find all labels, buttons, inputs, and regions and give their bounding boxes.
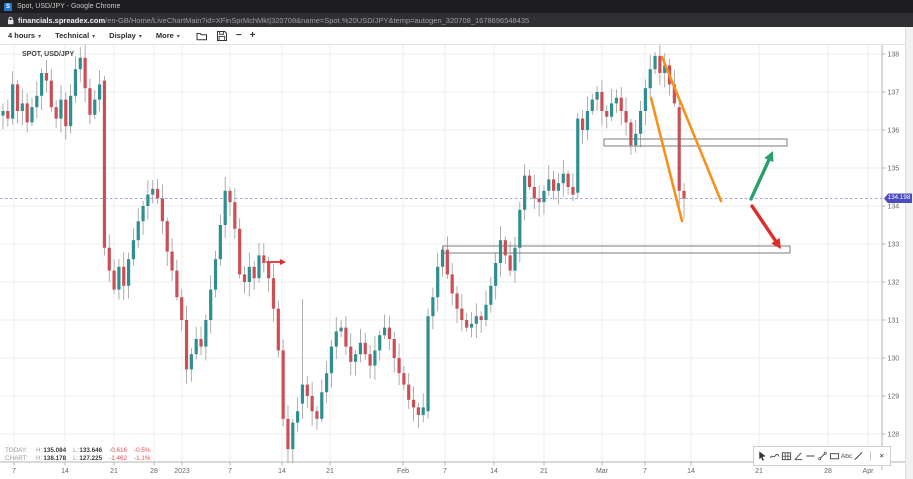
ray-icon xyxy=(854,451,863,461)
draw-tool-horizontal-line[interactable] xyxy=(805,449,816,463)
draw-tool-text[interactable]: Abc xyxy=(841,449,852,463)
svg-text:Mar: Mar xyxy=(596,468,609,475)
chart-change-pct: -1.1% xyxy=(133,454,151,462)
today-high: H:135.084 xyxy=(36,447,67,454)
menu-more[interactable]: More xyxy=(156,31,180,40)
chart-change: -1.462 xyxy=(109,454,127,462)
svg-text:130: 130 xyxy=(888,355,900,362)
menubar-icon-group: − + xyxy=(196,30,256,42)
page-scrollbar[interactable] xyxy=(905,27,913,479)
svg-text:7: 7 xyxy=(228,468,232,475)
price-axis-labels: 138 137 136 135 134 133 132 131 130 129 128 xyxy=(882,51,899,438)
zoom-out-icon[interactable]: − xyxy=(235,29,242,41)
chart-label: CHART: xyxy=(5,454,28,462)
today-label: TODAY: xyxy=(5,447,28,454)
svg-text:134: 134 xyxy=(888,203,900,210)
svg-text:129: 129 xyxy=(888,393,900,400)
arrow-up[interactable] xyxy=(749,151,774,201)
delete-icon: ✕ xyxy=(879,453,885,460)
svg-text:132: 132 xyxy=(888,279,900,286)
chart-low: L:127.225 xyxy=(73,454,103,462)
time-axis-labels: 7 14 21 28 2023 7 14 21 Feb 7 14 21 Mar 7 14 21 28 Apr xyxy=(12,462,874,475)
menu-technical[interactable]: Technical xyxy=(55,31,95,40)
svg-text:21: 21 xyxy=(110,468,118,475)
arrow-right-small[interactable] xyxy=(266,259,286,265)
cursor-icon xyxy=(759,451,766,461)
svg-text:Apr: Apr xyxy=(863,468,875,475)
angle-icon xyxy=(794,452,803,461)
current-price-badge: 134.198 xyxy=(884,193,912,204)
chart-menubar: 4 hours Technical Display More − + xyxy=(0,27,913,45)
url-text: financials.spreadex.com/en-GB/Home/LiveC… xyxy=(18,16,529,25)
chart-canvas[interactable]: 138 137 136 135 134 133 132 131 130 129 128 7 14 21 28… xyxy=(0,45,913,479)
zoom-in-icon[interactable]: + xyxy=(249,29,256,41)
axes xyxy=(0,45,905,470)
svg-text:131: 131 xyxy=(888,317,900,324)
candlestick-series xyxy=(1,55,686,450)
svg-text:138: 138 xyxy=(888,51,900,58)
svg-text:28: 28 xyxy=(824,468,832,475)
freehand-icon xyxy=(769,453,780,459)
draw-tool-delete[interactable]: ✕ xyxy=(877,449,888,463)
chart-area[interactable]: 138 137 136 135 134 133 132 131 130 129 128 7 14 21 28… xyxy=(0,45,913,479)
svg-text:14: 14 xyxy=(687,468,695,475)
draw-tool-cursor[interactable] xyxy=(757,449,768,463)
menu-timeframe[interactable]: 4 hours xyxy=(8,31,41,40)
svg-text:14: 14 xyxy=(490,468,498,475)
svg-text:7: 7 xyxy=(643,468,647,475)
window-title: Spot, USD/JPY - Google Chrome xyxy=(17,3,121,10)
chart-stats-row: CHART: H:138.178 L:127.225 -1.462 -1.1% xyxy=(5,455,150,463)
svg-text:21: 21 xyxy=(540,468,548,475)
today-change-pct: -0.5% xyxy=(133,447,151,454)
drawing-toolbar: Abc ✕ xyxy=(753,446,891,466)
channel-line[interactable] xyxy=(660,55,723,203)
rectangle-icon xyxy=(829,453,840,460)
grid-icon xyxy=(781,452,792,461)
draw-tool-angle[interactable] xyxy=(793,449,804,463)
svg-text:21: 21 xyxy=(755,468,763,475)
arrow-down[interactable] xyxy=(750,204,781,249)
svg-text:14: 14 xyxy=(61,468,69,475)
menu-display[interactable]: Display xyxy=(109,31,142,40)
draw-tool-rectangle[interactable] xyxy=(829,449,840,463)
draw-tool-grid[interactable] xyxy=(781,449,792,463)
svg-text:135: 135 xyxy=(888,165,900,172)
trendline-icon xyxy=(818,451,827,461)
svg-text:21: 21 xyxy=(326,468,334,475)
svg-text:28: 28 xyxy=(150,468,158,475)
zone-rectangle[interactable] xyxy=(442,245,791,254)
svg-text:7: 7 xyxy=(443,468,447,475)
svg-text:7: 7 xyxy=(12,468,16,475)
horizontal-line-icon xyxy=(806,455,815,457)
today-change: -0.616 xyxy=(109,447,127,454)
open-folder-icon[interactable] xyxy=(196,30,208,42)
url-path: /en-GB/Home/LiveChartMain?id=XFinSprMchM… xyxy=(105,15,530,25)
url-domain: financials.spreadex.com xyxy=(18,15,106,25)
address-bar[interactable]: financials.spreadex.com/en-GB/Home/LiveC… xyxy=(0,13,913,27)
draw-tool-ray[interactable] xyxy=(853,449,864,463)
svg-text:128: 128 xyxy=(888,431,900,438)
today-stats-row: TODAY: H:135.084 L:133.646 -0.616 -0.5% xyxy=(5,447,150,455)
toolbar-divider xyxy=(865,449,876,463)
svg-text:137: 137 xyxy=(888,89,900,96)
draw-tool-freehand[interactable] xyxy=(769,449,780,463)
chart-stats: TODAY: H:135.084 L:133.646 -0.616 -0.5% … xyxy=(5,447,150,462)
text-icon: Abc xyxy=(840,452,853,460)
svg-text:2023: 2023 xyxy=(174,468,190,475)
save-icon[interactable] xyxy=(216,30,228,42)
lock-icon xyxy=(8,16,14,24)
svg-text:136: 136 xyxy=(888,127,900,134)
symbol-label: SPOT, USD/JPY xyxy=(22,51,75,58)
svg-text:Feb: Feb xyxy=(397,468,409,475)
today-low: L:133.646 xyxy=(73,447,103,454)
draw-tool-trendline[interactable] xyxy=(817,449,828,463)
window-titlebar: S Spot, USD/JPY - Google Chrome xyxy=(0,0,913,13)
spreadex-favicon-icon: S xyxy=(4,2,12,11)
chart-high: H:138.178 xyxy=(36,454,67,462)
channel-line[interactable] xyxy=(649,96,684,223)
svg-text:133: 133 xyxy=(888,241,900,248)
svg-text:14: 14 xyxy=(278,468,286,475)
